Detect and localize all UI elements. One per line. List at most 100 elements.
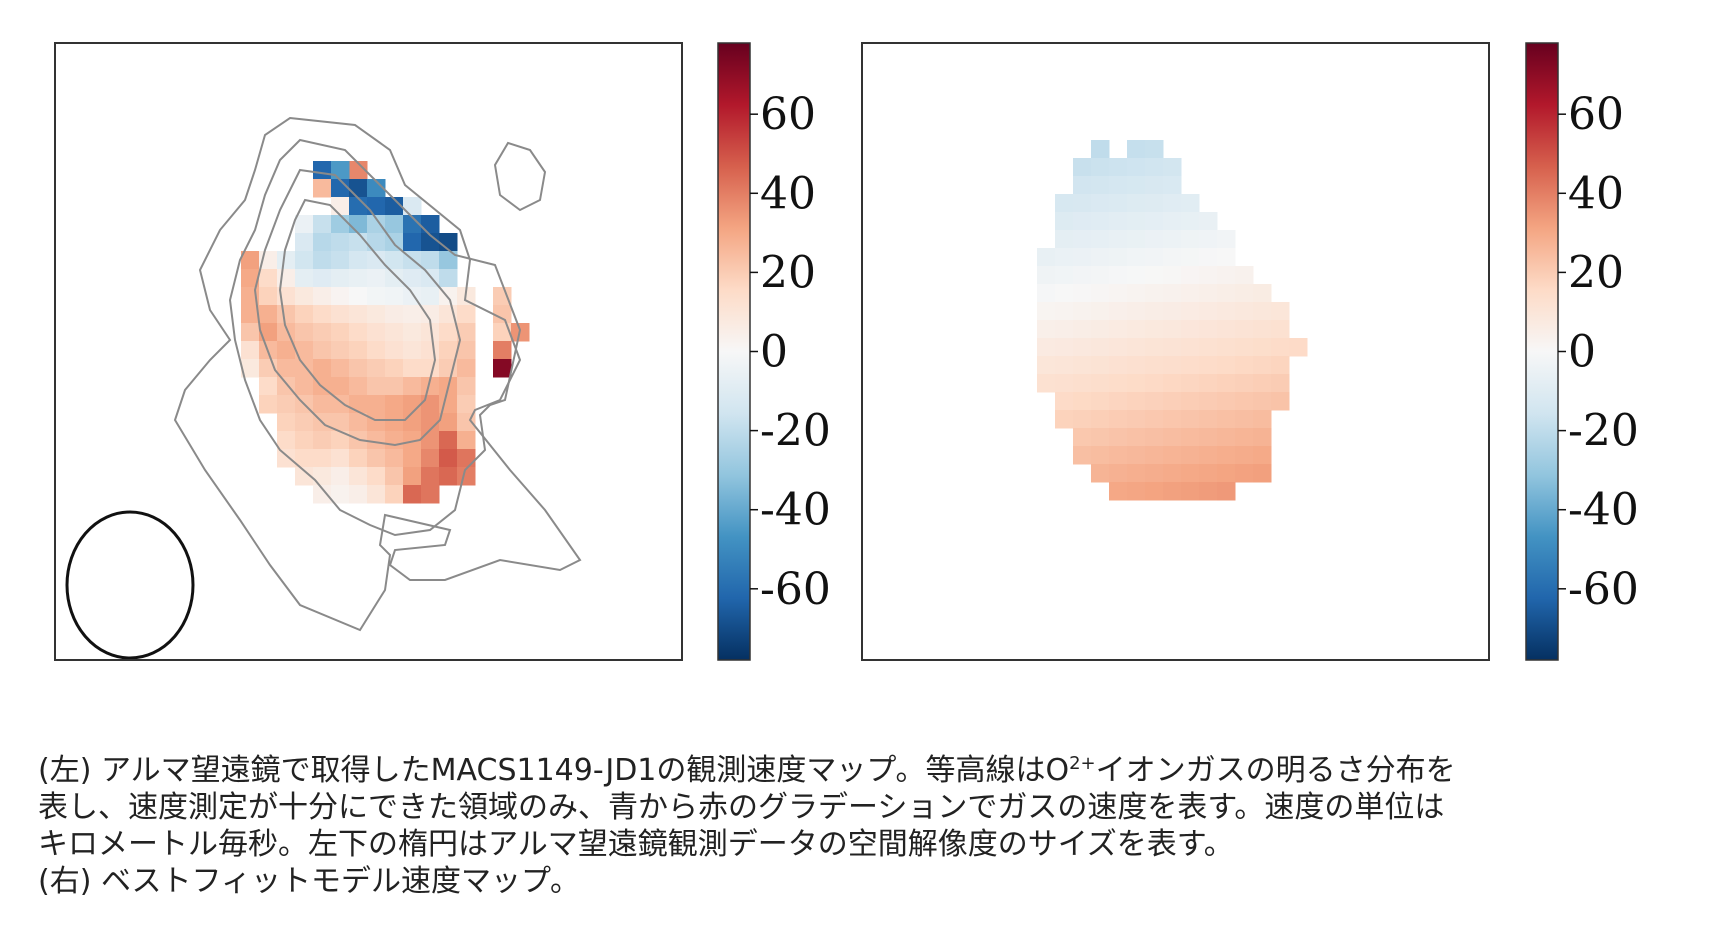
right-velocity-cell [1163,374,1182,393]
left-velocity-cell [457,395,476,414]
left-velocity-cell [331,269,350,288]
left-velocity-cell [295,269,314,288]
left-velocity-cell [421,323,440,342]
left-velocity-cell [295,233,314,252]
right-velocity-cell [1163,266,1182,285]
right-velocity-cell [1073,284,1092,303]
right-velocity-cell [1109,428,1128,447]
colorbar-tick-label: 60 [1568,89,1624,140]
right-velocity-cell [1127,212,1146,231]
right-velocity-cell [1127,338,1146,357]
right-velocity-cell [1055,194,1074,213]
left-velocity-cell [331,413,350,432]
right-velocity-cell [1181,248,1200,267]
left-velocity-cell [421,449,440,468]
right-velocity-cell [1109,338,1128,357]
right-velocity-cell [1145,392,1164,411]
left-velocity-cell [349,161,368,180]
left-velocity-cell [331,359,350,378]
right-velocity-cell [1127,140,1146,159]
right-velocity-cell [1271,374,1290,393]
right-velocity-cell [1109,464,1128,483]
right-velocity-cell [1163,338,1182,357]
left-velocity-cell [421,251,440,270]
left-velocity-cell [367,251,386,270]
left-panel [54,42,683,661]
right-velocity-cell [1037,356,1056,375]
left-velocity-cell [259,269,278,288]
left-velocity-cell [385,215,404,234]
right-velocity-cell [1055,266,1074,285]
right-velocity-cell [1199,230,1218,249]
right-velocity-cell [1235,446,1254,465]
left-velocity-cell [421,377,440,396]
colorbar-tick-label: -40 [760,485,831,536]
right-velocity-cell [1235,302,1254,321]
right-velocity-cell [1163,302,1182,321]
right-velocity-cell [1109,374,1128,393]
left-velocity-cell [421,287,440,306]
left-velocity-cell [349,449,368,468]
right-velocity-cell [1163,158,1182,177]
right-velocity-cell [1181,302,1200,321]
right-velocity-cell [1181,482,1200,501]
right-velocity-cell [1037,248,1056,267]
left-velocity-cell [241,341,260,360]
caption-line-1: (左) アルマ望遠鏡で取得したMACS1149-JD1の観測速度マップ。等高線は… [38,745,1688,789]
right-velocity-cell [1091,446,1110,465]
right-velocity-cell [1199,248,1218,267]
left-velocity-cell [277,251,296,270]
right-velocity-cell [1127,266,1146,285]
right-velocity-cell [1127,446,1146,465]
left-velocity-cell [367,485,386,504]
left-velocity-cell [403,431,422,450]
right-velocity-cell [1055,284,1074,303]
right-velocity-cell [1199,284,1218,303]
right-velocity-cell [1145,302,1164,321]
left-velocity-cell [385,251,404,270]
left-velocity-cell [295,323,314,342]
right-velocity-cell [1235,266,1254,285]
right-velocity-cell [1109,302,1128,321]
left-velocity-cell [313,485,332,504]
left-velocity-cell [277,413,296,432]
left-velocity-cell [295,467,314,486]
left-velocity-cell [385,197,404,216]
right-velocity-cell [1073,356,1092,375]
left-velocity-cell [367,233,386,252]
left-velocity-cell [259,377,278,396]
right-velocity-cell [1271,302,1290,321]
left-velocity-cell [295,251,314,270]
right-velocity-cell [1073,392,1092,411]
right-velocity-cell [1217,356,1236,375]
left-velocity-cell [403,485,422,504]
right-velocity-cell [1235,428,1254,447]
right-velocity-cell [1181,338,1200,357]
right-velocity-cell [1109,392,1128,411]
figure: 60 40 20 0 -20 -40 -60 60 40 20 0 -20 -40 -60 [54,42,1639,661]
left-velocity-cell [367,305,386,324]
right-velocity-cell [1181,428,1200,447]
right-velocity-cell [1091,266,1110,285]
left-velocity-cell [277,377,296,396]
right-velocity-cell [1235,374,1254,393]
right-velocity-cell [1235,356,1254,375]
left-velocity-cell [349,359,368,378]
right-colorbar-bar [1525,42,1559,661]
colorbar-tick-label: 20 [1568,247,1624,298]
left-velocity-cell [457,359,476,378]
right-velocity-cell [1091,356,1110,375]
right-velocity-cell [1091,158,1110,177]
left-velocity-cell [331,431,350,450]
caption-line-3: キロメートル毎秒。左下の楕円はアルマ望遠鏡観測データの空間解像度のサイズを表す。 [38,827,1234,862]
right-velocity-cell [1109,212,1128,231]
figure-caption: (左) アルマ望遠鏡で取得したMACS1149-JD1の観測速度マップ。等高線は… [38,745,1688,900]
right-velocity-cell [1199,374,1218,393]
right-velocity-cell [1127,284,1146,303]
right-velocity-cell [1181,320,1200,339]
right-velocity-cell [1109,158,1128,177]
left-velocity-cell [457,431,476,450]
right-velocity-cell [1127,230,1146,249]
left-velocity-cell [277,359,296,378]
colorbar-tick-label: -40 [1568,485,1639,536]
